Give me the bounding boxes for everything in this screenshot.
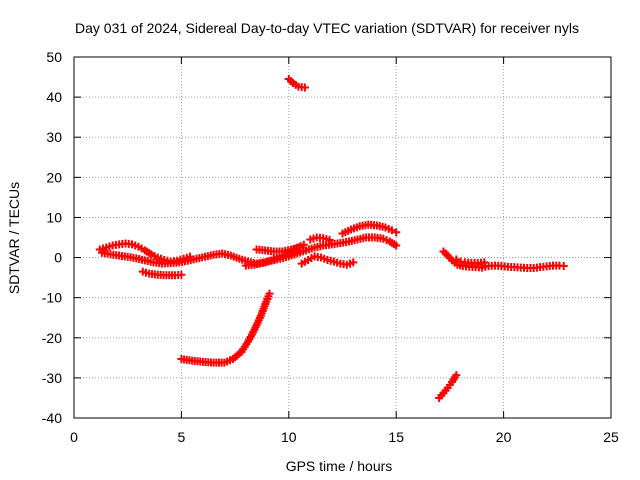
series-arc-6 <box>252 243 304 256</box>
x-tick-label: 10 <box>281 429 297 445</box>
axis-ticks <box>73 56 612 419</box>
x-tick-label: 5 <box>178 429 186 445</box>
data-point <box>452 255 461 264</box>
series-arc-4 <box>177 289 274 367</box>
y-tick-label: 10 <box>46 209 62 225</box>
y-tick-labels: -40 -30 -20 -10 0 10 20 30 40 50 <box>42 49 62 426</box>
data-point <box>349 258 358 267</box>
series-arc-8 <box>297 252 358 269</box>
data-point <box>300 83 309 92</box>
x-axis-label: GPS time / hours <box>286 458 393 474</box>
data-point <box>177 270 186 279</box>
y-tick-label: 20 <box>46 169 62 185</box>
data-point <box>299 240 308 249</box>
data-point <box>452 371 461 380</box>
x-tick-label: 15 <box>388 429 404 445</box>
data-point <box>559 261 568 270</box>
x-tick-label: 20 <box>496 429 512 445</box>
data-point <box>392 228 401 237</box>
y-tick-label: 40 <box>46 89 62 105</box>
y-tick-label: 0 <box>54 250 62 266</box>
series-arc-3 <box>138 267 186 280</box>
data-point <box>265 289 274 298</box>
series-arc-7 <box>284 75 309 92</box>
plot-frame <box>73 56 612 419</box>
data-point <box>392 241 401 250</box>
y-tick-label: 50 <box>46 49 62 65</box>
series-arc-11 <box>439 247 568 272</box>
data-point <box>295 243 304 252</box>
y-axis-label: SDTVAR / TECUs <box>6 182 22 294</box>
data-point <box>325 235 334 244</box>
chart-title: Day 031 of 2024, Sidereal Day-to-day VTE… <box>75 20 579 36</box>
series-arc-10 <box>338 220 401 238</box>
series-arc-9 <box>306 233 334 244</box>
y-tick-label: 30 <box>46 129 62 145</box>
series-arc-13 <box>435 371 461 402</box>
grid <box>74 57 611 418</box>
y-tick-label: -10 <box>42 290 62 306</box>
data-points <box>95 75 568 402</box>
y-tick-label: -20 <box>42 330 62 346</box>
x-tick-label: 0 <box>70 429 78 445</box>
y-tick-label: -30 <box>42 370 62 386</box>
data-point <box>480 258 489 267</box>
x-tick-label: 25 <box>603 429 619 445</box>
y-tick-label: -40 <box>42 410 62 426</box>
data-point <box>387 226 396 235</box>
x-tick-labels: 0 5 10 15 20 25 <box>70 429 619 445</box>
series-arc-5 <box>241 233 401 270</box>
series-arc-12 <box>452 255 489 268</box>
